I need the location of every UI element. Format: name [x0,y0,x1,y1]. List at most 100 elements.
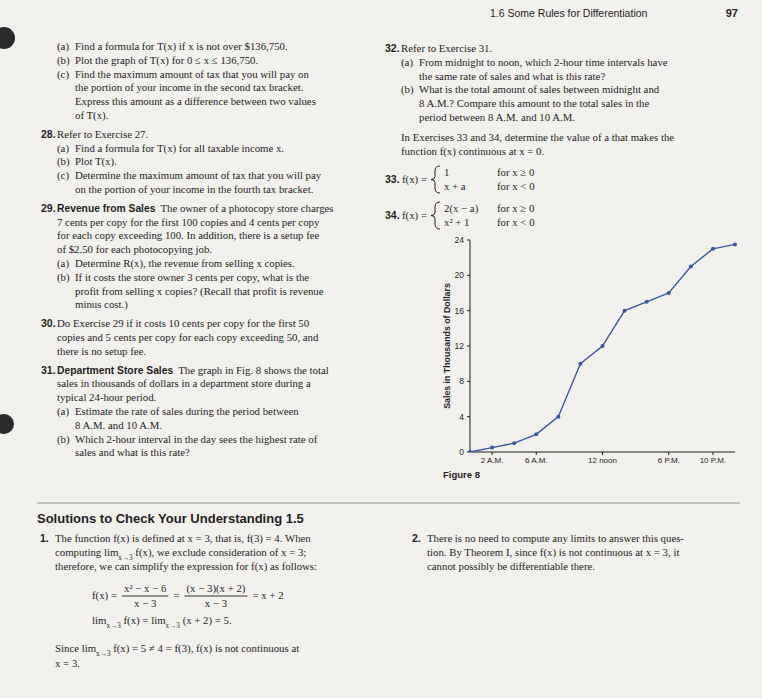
exercise-number: 31. [41,364,56,376]
data-point [667,291,671,295]
text-line: Do Exercise 29 if it costs 10 cents per … [57,317,309,329]
y-tick [467,275,470,276]
part-label: (b) [401,83,414,96]
y-tick [467,416,470,417]
limit-operator: lim [151,614,166,626]
fraction-numerator: (x − 3)(x + 2) [187,582,246,595]
case-expression: x + a [444,180,466,192]
function-lhs: f(x) = [402,209,427,222]
text-line: there is no setup fee. [57,345,146,357]
data-point [601,344,605,348]
limit-operator: lim [104,546,119,558]
data-point [468,450,472,452]
brace [431,166,440,193]
text-line: tion. By Theorem I, since f(x) is not co… [427,546,679,559]
text-line: x = 3. [55,657,80,669]
data-point [556,415,560,419]
data-point [490,446,494,450]
data-point [578,362,582,366]
x-tick-label: 12 noon [588,456,617,465]
solution-number: 1. [40,532,49,544]
text-line: Determine the maximum amount of tax that… [75,169,322,181]
x-tick [536,452,537,455]
limit-subscript: x→3 [106,622,121,630]
case-expression: 2(x − a) [444,202,479,215]
figure-caption: Figure 8 [443,469,480,480]
data-point [689,265,693,269]
text-line: From midnight to noon, which 2-hour time… [419,56,668,68]
fraction-denominator: x − 3 [134,597,156,609]
text-line: cannot possibly be differentiable there. [427,560,595,572]
x-tick [668,452,669,455]
part-label: (c) [57,68,69,81]
case-expression: x² + 1 [444,216,470,228]
exercise-number: 30. [41,317,56,329]
running-head: 1.6 Some Rules for Differentiation [490,7,648,19]
text-line: Find a formula for T(x) for all taxable … [75,142,284,155]
y-tick-label: 20 [455,270,465,280]
plot-data [468,242,737,452]
text-line: 7 cents per copy for the first 100 copie… [57,216,320,228]
text-line: on the portion of your income in the fou… [75,183,313,195]
data-point [623,309,627,313]
text-line: sales in thousands of dollars in a depar… [57,377,311,389]
limit-operator: lim [92,614,107,626]
x-tick-label: 10 P.M. [700,456,727,465]
text-line: profit from selling x copies? (Recall th… [75,285,324,298]
y-tick-label: 4 [459,412,464,422]
chart: 048121620242 A.M.6 A.M.12 noon6 P.M.10 P… [442,235,737,480]
y-tick [467,346,470,347]
y-tick-label: 8 [459,376,464,386]
text-line: period between 8 A.M. and 10 A.M. [419,111,575,123]
x-tick [712,452,713,455]
text-line: What is the total amount of sales betwee… [419,83,660,95]
y-tick-label: 24 [455,235,465,245]
exercise-number: 28. [41,128,56,140]
text-segment: f(x), we exclude consideration of x = 3; [133,546,307,559]
sales-line [470,244,735,452]
part-label: (c) [57,169,69,182]
text-line: the portion of your income in the second… [75,81,303,93]
x-tick-label: 2 A.M. [481,456,504,465]
function-lhs: f(x) = [402,173,427,186]
part-label: (a) [57,257,69,270]
case-condition: for x < 0 [497,180,535,192]
data-point [512,441,516,445]
text-line: Refer to Exercise 31. [401,42,492,54]
exercise-heading: Department Store Sales [57,365,173,376]
text-line: Determine R(x), the revenue from selling… [75,257,295,270]
text-segment: f(x) = 5 ≠ 4 = f(3), f(x) is not continu… [110,642,299,655]
exercise-number: 29. [41,202,56,214]
y-tick-label: 0 [459,447,464,457]
text-segment: f(x) = [121,614,151,627]
text-line: The owner of a photocopy store charges [160,202,333,214]
text-line: copies and 5 cents per copy for each cop… [57,331,319,343]
text-segment: Since [55,642,82,654]
fraction-denominator: x − 3 [205,597,227,609]
y-tick-label: 16 [455,306,465,316]
text-line: of T(x). [75,109,108,122]
part-label: (a) [401,56,413,69]
x-tick [602,452,603,455]
equation-text: = x + 2 [252,589,283,601]
text-line: for each copy exceeding 100. In addition… [57,229,320,241]
y-tick [467,381,470,382]
part-label: (b) [57,155,70,168]
text-line: sales and what is this rate? [75,446,190,458]
brace [431,202,440,229]
part-label: (a) [57,142,69,155]
data-point [645,300,649,304]
fraction-bar [185,596,248,597]
page-number: 97 [726,7,738,19]
text-line: Find a formula for T(x) if x is not over… [75,40,288,53]
part-label: (b) [57,433,70,446]
text-line: Which 2-hour interval in the day sees th… [75,433,318,445]
data-point [733,242,737,246]
text-line: There is no need to compute any limits t… [427,532,684,544]
part-label: (b) [57,271,70,284]
part-label: (a) [57,40,69,53]
data-point [711,247,715,251]
limit-subscript: x→3 [166,622,181,630]
text-line: Plot T(x). [75,155,117,168]
text-line: In Exercises 33 and 34, determine the va… [401,131,674,143]
